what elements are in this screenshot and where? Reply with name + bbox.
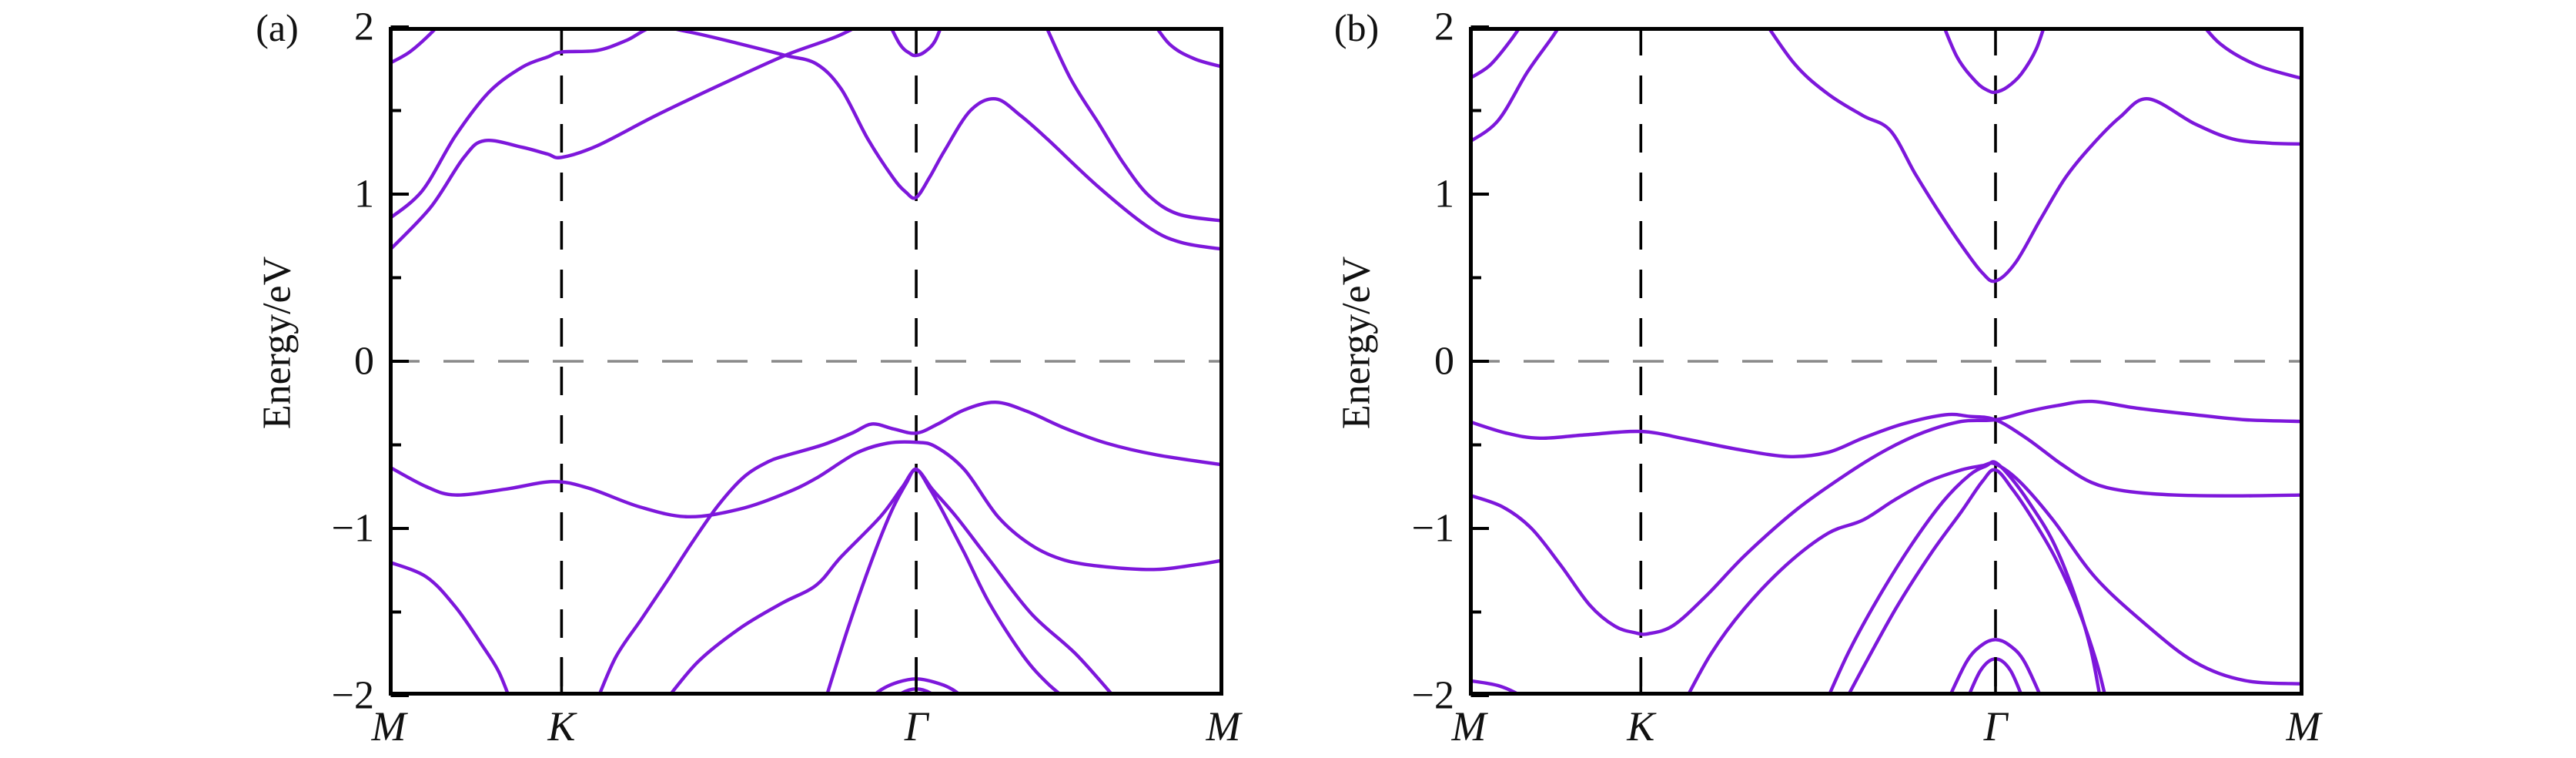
x-tick-label-Γ: Γ (904, 703, 928, 750)
band-curve-conduction-2-main (1766, 27, 2303, 283)
x-tick-label-K: K (1627, 703, 1655, 750)
y-tick-label: 0 (1434, 339, 1454, 384)
band-curve-conduction-1-gamma-valley (888, 27, 943, 58)
band-curve-valence-gamma-wide (667, 468, 1116, 696)
y-tick-label: 1 (354, 172, 374, 216)
band-curve-valence-1 (1469, 412, 2303, 498)
band-curve-valence-3 (1685, 461, 2303, 696)
y-tick-label: 2 (1434, 5, 1454, 49)
panel-b-y-axis-title: Energy/eV (1334, 256, 1379, 430)
band-curve-valence-4 (1469, 679, 1524, 696)
y-tick-label: 0 (354, 339, 374, 384)
panel-b: (b) Energy/eV 2 1 0 −1 −2 M K Γ M (1334, 5, 2321, 750)
band-curve-valence-2 (597, 400, 1223, 696)
band-curve-valence-2 (1469, 399, 2303, 636)
y-tick-label: −2 (1411, 673, 1454, 718)
y-tick-label: −1 (1411, 506, 1454, 551)
band-curve-valence-arch-outer (1948, 638, 2042, 696)
band-curve-conduction-2-left (1469, 27, 1561, 144)
plot-area (1469, 27, 2303, 696)
band-curve-conduction-1-right (1044, 27, 1223, 223)
band-curve-conduction-top-right (2202, 27, 2303, 81)
axes-frame (1469, 27, 2303, 696)
band-curve-conduction-gamma-valley (1942, 27, 2046, 95)
band-curve-valence-gamma-steep-1 (1827, 460, 2102, 696)
band-structure-chart (1469, 25, 2303, 697)
y-tick-label: 2 (354, 5, 374, 49)
panel-a-label: (a) (256, 6, 299, 49)
x-tick-label-M: M (1206, 703, 1241, 750)
band-curve-conduction-top-left (1469, 27, 1523, 81)
x-tick-label-K: K (547, 703, 576, 750)
band-structure-chart (389, 25, 1223, 697)
panel-b-label: (b) (1333, 6, 1380, 49)
x-tick-label-M: M (2286, 703, 2321, 750)
band-curve-valence-gamma-steep (825, 467, 1065, 696)
band-curve-valence-1 (389, 440, 1223, 572)
x-tick-label-M: M (1451, 703, 1487, 750)
band-curve-valence-gamma-steep-2 (1846, 468, 2107, 696)
panel-a: (a) Energy/eV 2 1 0 −1 −2 M K Γ M (256, 5, 1241, 750)
band-curve-conduction-top-right (1154, 27, 1223, 69)
axes-frame (389, 27, 1223, 696)
y-tick-label: 1 (1434, 172, 1454, 216)
panel-a-y-axis-title: Energy/eV (255, 256, 299, 430)
band-curve-conduction-1 (389, 27, 861, 253)
band-curve-valence-3 (389, 560, 510, 696)
y-tick-label: −2 (331, 673, 374, 718)
band-curve-conduction-2 (389, 27, 1223, 251)
y-tick-label: −1 (331, 506, 374, 551)
band-curve-conduction-top-left (389, 27, 440, 65)
plot-area (389, 27, 1223, 696)
x-tick-label-Γ: Γ (1983, 703, 2008, 750)
x-tick-label-M: M (371, 703, 406, 750)
